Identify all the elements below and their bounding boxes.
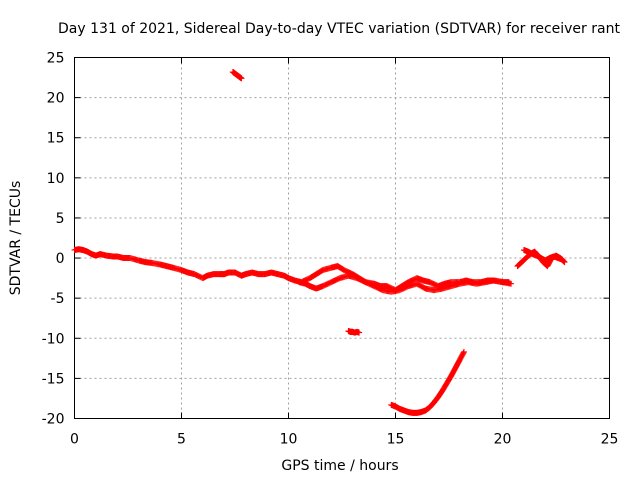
data-point <box>460 349 467 356</box>
data-point <box>460 348 467 355</box>
y-axis: -20 -15 -10 -5 0 5 10 15 20 25 <box>42 51 610 428</box>
series-lower-track <box>296 272 515 295</box>
x-tick-label: 5 <box>177 432 186 448</box>
x-axis: 0 5 10 15 20 25 <box>70 57 619 448</box>
x-tick-label: 10 <box>280 432 298 448</box>
data-points <box>71 68 568 416</box>
x-tick-label: 15 <box>387 432 405 448</box>
series-late-track-upper <box>520 247 566 264</box>
chart-title: Day 131 of 2021, Sidereal Day-to-day VTE… <box>58 21 620 37</box>
y-tick-label: 0 <box>56 251 65 267</box>
data-point <box>356 329 363 336</box>
y-tick-label: -20 <box>42 412 65 428</box>
x-axis-label: GPS time / hours <box>281 458 398 474</box>
y-tick-label: 10 <box>47 171 65 187</box>
x-tick-label: 25 <box>601 432 619 448</box>
series-upper-outlier <box>229 68 245 82</box>
data-point <box>508 280 515 287</box>
data-point <box>238 75 245 82</box>
plot-frame <box>74 57 610 419</box>
y-tick-label: 15 <box>47 131 65 147</box>
y-tick-label: 25 <box>47 51 65 67</box>
y-tick-label: -5 <box>51 291 65 307</box>
y-tick-label: 5 <box>56 211 65 227</box>
y-tick-label: -15 <box>42 371 65 387</box>
grid-lines <box>74 57 610 419</box>
x-tick-label: 0 <box>70 432 79 448</box>
y-tick-label: 20 <box>47 91 65 107</box>
y-tick-label: -10 <box>42 331 65 347</box>
data-point <box>559 256 566 263</box>
y-axis-label: SDTVAR / TECUs <box>8 181 24 296</box>
series-deep-arc <box>388 348 467 416</box>
x-tick-label: 20 <box>494 432 512 448</box>
series-mid-outlier <box>345 328 363 336</box>
